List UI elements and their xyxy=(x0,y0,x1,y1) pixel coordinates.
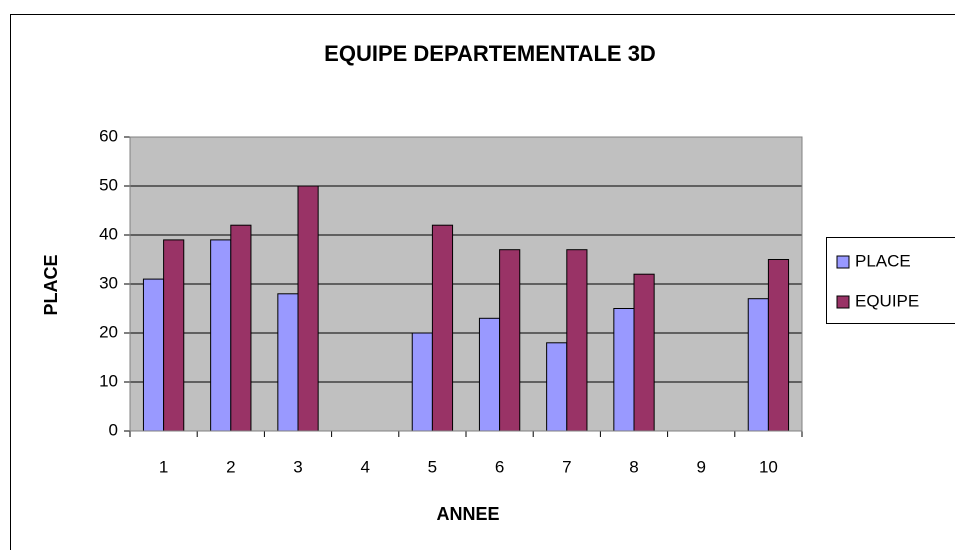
bar xyxy=(431,224,454,432)
x-tick-label: 3 xyxy=(293,457,302,476)
bar xyxy=(297,185,319,432)
x-tick-label: 9 xyxy=(696,457,705,476)
legend-label: PLACE xyxy=(855,251,911,270)
y-tick-label: 30 xyxy=(99,273,118,292)
chart-title: EQUIPE DEPARTEMENTALE 3D xyxy=(324,41,656,66)
x-tick-label: 8 xyxy=(629,457,638,476)
bar xyxy=(767,259,790,432)
legend-swatch xyxy=(836,255,850,269)
x-tick-label: 1 xyxy=(159,457,168,476)
x-tick-label: 6 xyxy=(495,457,504,476)
bar xyxy=(163,239,185,432)
legend-label: EQUIPE xyxy=(855,291,919,310)
bar xyxy=(142,278,165,432)
bar xyxy=(277,293,299,432)
legend-swatch xyxy=(836,295,850,309)
legend-box xyxy=(826,237,955,324)
x-axis-label: ANNEE xyxy=(436,504,499,524)
x-tick-label: 10 xyxy=(759,457,778,476)
y-axis-label: PLACE xyxy=(41,254,61,315)
x-tick-label: 4 xyxy=(360,457,369,476)
y-tick-label: 60 xyxy=(99,126,118,145)
bar xyxy=(747,298,769,432)
bar xyxy=(566,249,588,432)
y-tick-label: 20 xyxy=(99,322,118,341)
x-tick-label: 5 xyxy=(428,457,437,476)
x-tick-label: 7 xyxy=(562,457,571,476)
bar xyxy=(230,224,252,432)
y-tick-label: 10 xyxy=(99,371,118,390)
plot-border xyxy=(129,136,803,432)
bar xyxy=(633,273,655,432)
bar xyxy=(546,342,568,432)
bar xyxy=(613,308,635,432)
bar xyxy=(478,317,501,432)
y-tick-label: 50 xyxy=(99,175,118,194)
bar xyxy=(499,249,521,432)
bar xyxy=(210,239,232,432)
x-tick-label: 2 xyxy=(226,457,235,476)
y-tick-label: 0 xyxy=(109,420,118,439)
bar xyxy=(411,332,433,432)
y-tick-label: 40 xyxy=(99,224,118,243)
